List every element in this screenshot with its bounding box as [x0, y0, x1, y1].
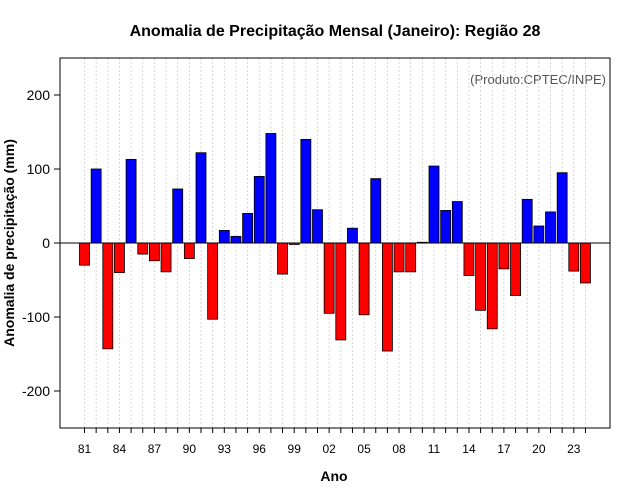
- y-axis: 200 100 0 -100 -200: [22, 87, 60, 399]
- bar-2006: [370, 178, 382, 244]
- bar-2015: [475, 242, 487, 311]
- bar-1985: [125, 158, 137, 244]
- bars: [79, 133, 591, 352]
- y-tick-label: -100: [22, 309, 50, 325]
- x-tick-label: 17: [497, 442, 511, 456]
- bar-1982: [90, 168, 102, 244]
- bar-2003: [335, 242, 347, 341]
- bar-1996: [253, 175, 265, 244]
- bar-2011: [428, 165, 440, 244]
- chart-title: Anomalia de Precipitação Mensal (Janeiro…: [130, 23, 541, 40]
- bar-2007: [381, 242, 393, 352]
- x-tick-label: 02: [322, 442, 336, 456]
- x-axis-label: Ano: [320, 468, 347, 484]
- x-tick-label: 14: [462, 442, 476, 456]
- y-tick-label: 200: [27, 87, 51, 103]
- bar-1997: [265, 133, 277, 244]
- bar-2024: [580, 242, 591, 284]
- bar-2020: [533, 225, 545, 244]
- bar-1989: [172, 188, 184, 244]
- y-tick-label: 0: [42, 235, 50, 251]
- bar-2013: [451, 201, 463, 244]
- x-tick-label: 81: [78, 442, 92, 456]
- bar-2004: [347, 227, 358, 244]
- bar-1998: [277, 242, 288, 275]
- bar-2016: [486, 242, 498, 330]
- bar-2012: [440, 210, 452, 244]
- bar-2002: [323, 242, 335, 314]
- bar-2008: [393, 242, 405, 273]
- bar-2001: [312, 209, 323, 244]
- plot-frame: [59, 57, 611, 429]
- bar-2022: [556, 172, 568, 244]
- bar-2005: [358, 242, 370, 316]
- x-tick-label: 87: [148, 442, 162, 456]
- x-axis: 81 84 87 90 93 96 99 02 05 08 11 14 17 20 23: [78, 428, 586, 456]
- bar-1990: [183, 242, 195, 259]
- x-tick-label: 99: [288, 442, 302, 456]
- x-tick-label: 05: [357, 442, 371, 456]
- bar-2017: [498, 242, 510, 270]
- bar-1993: [218, 230, 230, 244]
- y-axis-label: Anomalia de precipitação (mm): [1, 139, 17, 347]
- x-tick-label: 96: [253, 442, 267, 456]
- bar-2019: [521, 198, 533, 244]
- x-tick-label: 20: [532, 442, 546, 456]
- bar-2023: [568, 242, 580, 272]
- bar-2009: [405, 242, 417, 273]
- bar-1995: [242, 212, 254, 244]
- y-tick-label: -200: [22, 383, 50, 399]
- x-tick-label: 93: [218, 442, 232, 456]
- bar-1987: [148, 242, 160, 262]
- x-tick-label: 90: [183, 442, 197, 456]
- bar-2014: [463, 242, 475, 276]
- y-tick-label: 100: [27, 161, 51, 177]
- x-tick-label: 08: [392, 442, 406, 456]
- bar-1986: [137, 242, 149, 255]
- bar-2018: [510, 242, 521, 296]
- bar-1992: [207, 242, 219, 320]
- x-tick-label: 23: [567, 442, 581, 456]
- x-tick-label: 11: [428, 442, 441, 456]
- bar-2021: [545, 211, 556, 244]
- bar-1994: [230, 235, 242, 244]
- bar-1984: [114, 242, 125, 274]
- bar-2000: [300, 138, 312, 244]
- bar-1981: [79, 242, 90, 266]
- bar-1991: [195, 152, 207, 244]
- bar-1983: [102, 242, 114, 350]
- x-tick-label: 84: [113, 442, 127, 456]
- bar-1988: [160, 242, 172, 273]
